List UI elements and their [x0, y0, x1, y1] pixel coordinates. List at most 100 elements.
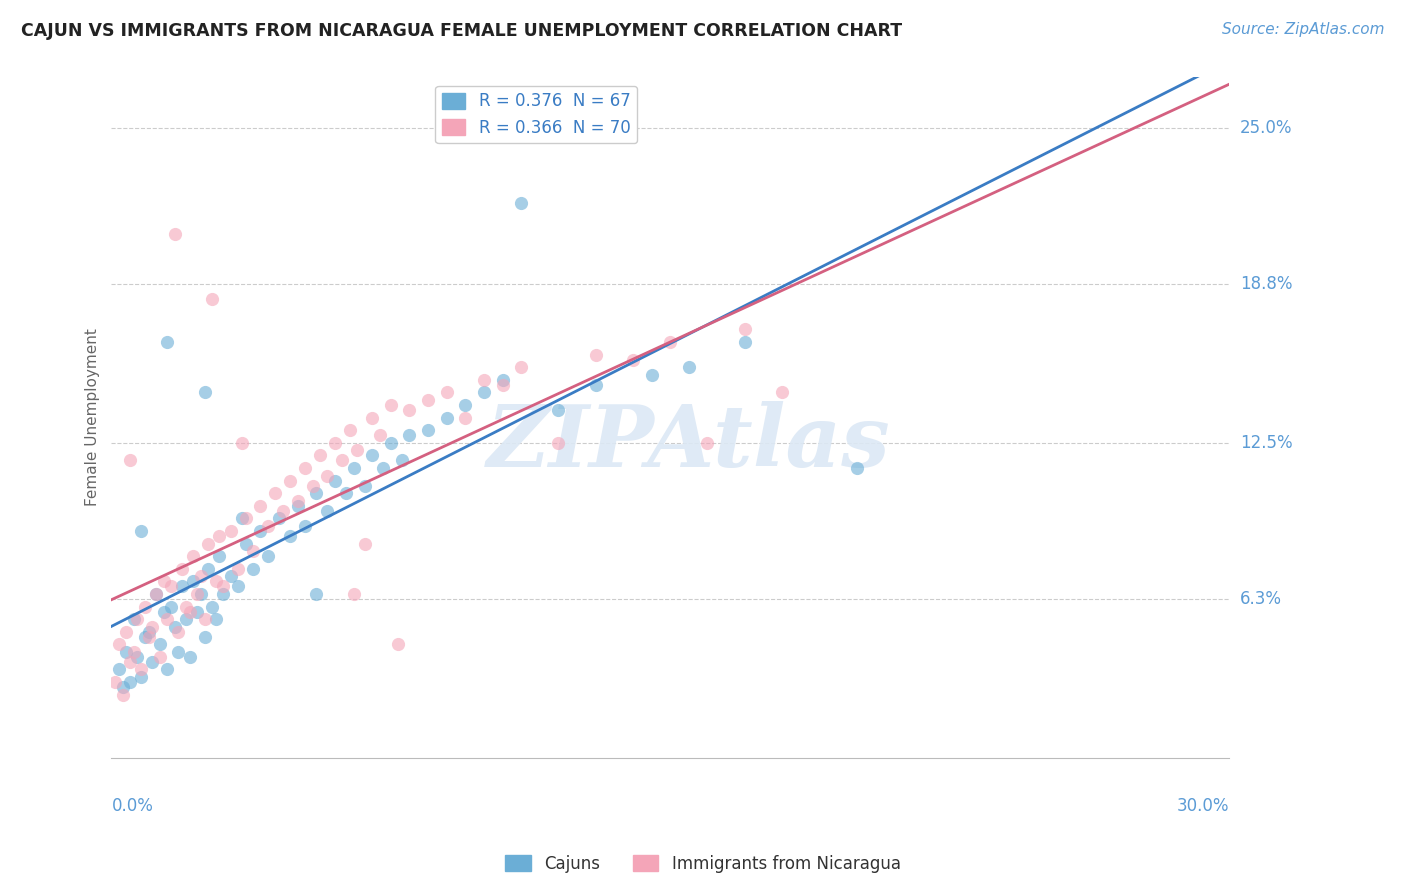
Point	[193, 612, 215, 626]
Point	[257, 549, 280, 563]
Point	[174, 599, 197, 614]
Point	[510, 196, 533, 211]
Point	[278, 474, 301, 488]
Point	[129, 524, 152, 538]
Point	[163, 620, 186, 634]
Point	[149, 649, 172, 664]
Point	[219, 569, 242, 583]
Point	[204, 612, 226, 626]
Text: 0.0%: 0.0%	[111, 797, 153, 814]
Text: 30.0%: 30.0%	[1177, 797, 1229, 814]
Point	[179, 605, 201, 619]
Point	[353, 536, 375, 550]
Text: 18.8%: 18.8%	[1240, 275, 1292, 293]
Text: 6.3%: 6.3%	[1240, 590, 1282, 608]
Point	[138, 624, 160, 639]
Point	[249, 499, 271, 513]
Point	[108, 663, 131, 677]
Point	[118, 655, 141, 669]
Point	[640, 368, 662, 382]
Point	[204, 574, 226, 589]
Point	[111, 680, 134, 694]
Point	[208, 549, 231, 563]
Point	[219, 524, 242, 538]
Point	[361, 410, 384, 425]
Point	[305, 587, 328, 601]
Point	[122, 612, 145, 626]
Point	[156, 612, 179, 626]
Y-axis label: Female Unemployment: Female Unemployment	[86, 328, 100, 507]
Point	[659, 334, 682, 349]
Text: 12.5%: 12.5%	[1240, 434, 1294, 451]
Point	[267, 511, 290, 525]
Point	[111, 688, 134, 702]
Point	[193, 630, 215, 644]
Point	[212, 579, 235, 593]
Point	[294, 461, 316, 475]
Point	[398, 428, 420, 442]
Point	[323, 435, 346, 450]
Point	[845, 461, 868, 475]
Point	[197, 536, 219, 550]
Point	[118, 675, 141, 690]
Point	[491, 373, 513, 387]
Point	[231, 511, 253, 525]
Point	[129, 670, 152, 684]
Point	[235, 511, 257, 525]
Point	[249, 524, 271, 538]
Point	[152, 605, 174, 619]
Point	[226, 562, 249, 576]
Point	[491, 377, 513, 392]
Point	[332, 453, 354, 467]
Point	[346, 443, 368, 458]
Point	[183, 574, 205, 589]
Point	[416, 423, 439, 437]
Point	[156, 663, 179, 677]
Point	[301, 478, 323, 492]
Point	[585, 348, 607, 362]
Point	[368, 428, 391, 442]
Point	[160, 579, 183, 593]
Point	[134, 599, 156, 614]
Point	[167, 645, 190, 659]
Point	[510, 360, 533, 375]
Point	[235, 536, 257, 550]
Point	[454, 410, 477, 425]
Point	[122, 645, 145, 659]
Point	[287, 493, 309, 508]
Point	[278, 529, 301, 543]
Point	[678, 360, 700, 375]
Point	[152, 574, 174, 589]
Point	[373, 461, 395, 475]
Point	[621, 352, 644, 367]
Point	[208, 529, 231, 543]
Point	[201, 599, 224, 614]
Point	[193, 385, 215, 400]
Point	[264, 486, 287, 500]
Point	[353, 478, 375, 492]
Point	[342, 461, 364, 475]
Point	[398, 403, 420, 417]
Point	[115, 645, 138, 659]
Point	[316, 468, 339, 483]
Point	[242, 562, 264, 576]
Point	[416, 392, 439, 407]
Point	[127, 612, 149, 626]
Point	[242, 544, 264, 558]
Point	[179, 649, 201, 664]
Point	[361, 448, 384, 462]
Point	[585, 377, 607, 392]
Point	[547, 435, 569, 450]
Text: 25.0%: 25.0%	[1240, 119, 1292, 136]
Point	[197, 562, 219, 576]
Point	[436, 385, 458, 400]
Point	[226, 579, 249, 593]
Legend: R = 0.376  N = 67, R = 0.366  N = 70: R = 0.376 N = 67, R = 0.366 N = 70	[436, 86, 637, 144]
Point	[734, 334, 756, 349]
Point	[335, 486, 357, 500]
Point	[190, 569, 212, 583]
Point	[163, 227, 186, 241]
Point	[387, 637, 409, 651]
Point	[145, 587, 167, 601]
Legend: Cajuns, Immigrants from Nicaragua: Cajuns, Immigrants from Nicaragua	[499, 848, 907, 880]
